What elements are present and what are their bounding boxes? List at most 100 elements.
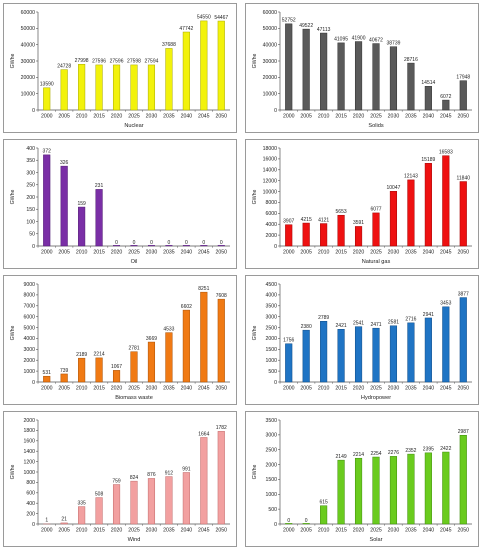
x-tick-label: 2030 [388, 114, 400, 120]
x-tick-label: 2020 [353, 386, 365, 392]
data-label: 824 [130, 475, 139, 481]
bar [95, 64, 103, 111]
data-label: 2716 [405, 317, 416, 323]
bar [43, 375, 51, 383]
chart-svg: 0 200 400 600 800 1000 1200 1400 1600 1800 2000 GWh… [10, 418, 230, 543]
x-tick-label: 2030 [146, 250, 158, 256]
y-tick-label: 18000 [263, 146, 278, 152]
y-tick-label: 10000 [263, 91, 278, 97]
bar [147, 341, 156, 383]
y-tick-label: 6000 [23, 314, 35, 320]
x-axis-title: Solar [369, 537, 382, 543]
data-label: 508 [95, 491, 104, 497]
bar [424, 86, 432, 111]
y-tick-label: 8000 [23, 293, 35, 299]
x-tick-label: 2000 [41, 528, 53, 534]
x-tick-label: 2025 [370, 528, 382, 534]
x-axis-title: Hydropower [361, 395, 391, 401]
y-tick-label: 0 [274, 244, 277, 250]
data-label: 2421 [336, 323, 347, 329]
data-label: 159 [77, 201, 86, 207]
x-tick-label: 2040 [181, 114, 193, 120]
bar [459, 297, 467, 383]
bar [78, 357, 86, 383]
data-label: 2471 [370, 322, 381, 328]
data-label: 37688 [162, 42, 176, 48]
bar [389, 456, 398, 525]
y-tick-label: 300 [26, 170, 35, 176]
data-label: 27594 [145, 59, 159, 65]
data-label: 531 [43, 370, 52, 376]
chart-svg: 0 500 1000 1500 2000 2500 3000 3500 4000 4500 GWhe… [252, 282, 472, 401]
data-label: 3877 [458, 291, 469, 297]
bar [285, 23, 293, 111]
y-tick-label: 0 [32, 522, 35, 528]
x-tick-label: 2050 [457, 250, 469, 256]
bar [43, 87, 51, 111]
data-label: 6077 [370, 207, 381, 213]
y-axis-title: GWhe [252, 190, 258, 205]
x-tick-label: 2050 [457, 114, 469, 120]
x-tick-label: 2020 [111, 386, 123, 392]
bar [217, 245, 225, 247]
data-label: 912 [165, 470, 174, 476]
x-tick-label: 2000 [283, 528, 295, 534]
x-tick-label: 2020 [111, 528, 123, 534]
y-tick-label: 8000 [265, 200, 277, 206]
x-tick-label: 2000 [41, 386, 53, 392]
bar [302, 28, 310, 111]
x-tick-label: 2030 [146, 114, 158, 120]
x-tick-label: 2010 [318, 250, 330, 256]
x-tick-label: 2025 [128, 114, 140, 120]
y-tick-label: 150 [26, 207, 35, 213]
bar [112, 64, 121, 111]
x-tick-label: 2035 [405, 528, 417, 534]
bar [354, 457, 363, 525]
chart-svg: 0 500 1000 1500 2000 2500 3000 3500 GWhe 0 2000 0 20… [252, 418, 472, 543]
y-tick-label: 14000 [263, 168, 278, 174]
data-label: 739 [60, 368, 69, 374]
x-tick-label: 2015 [93, 528, 105, 534]
bar [95, 189, 103, 247]
data-label: 0 [202, 240, 205, 246]
bar [389, 325, 398, 383]
data-label: 2987 [458, 429, 469, 435]
x-tick-label: 2020 [353, 528, 365, 534]
data-label: 41095 [334, 37, 348, 43]
y-tick-label: 100 [26, 219, 35, 225]
x-tick-label: 2000 [41, 114, 53, 120]
y-tick-label: 10000 [21, 91, 36, 97]
x-tick-label: 2030 [388, 386, 400, 392]
data-label: 615 [319, 500, 328, 506]
x-tick-label: 2020 [353, 114, 365, 120]
x-tick-label: 2025 [128, 528, 140, 534]
data-label: 3453 [440, 301, 451, 307]
y-tick-label: 2000 [23, 358, 35, 364]
y-tick-label: 40000 [263, 42, 278, 48]
bar [389, 191, 398, 247]
x-tick-label: 2030 [146, 528, 158, 534]
data-label: 14514 [421, 80, 435, 86]
y-tick-label: 30000 [263, 59, 278, 65]
data-label: 2395 [423, 447, 434, 453]
bar [302, 523, 310, 525]
bar [130, 64, 138, 111]
x-tick-label: 2000 [41, 250, 53, 256]
data-label: 4121 [318, 217, 329, 223]
bar [147, 245, 155, 247]
y-axis-title: GWhe [10, 465, 16, 480]
bar [182, 245, 190, 247]
y-tick-label: 4000 [23, 336, 35, 342]
bar [372, 327, 380, 383]
x-tick-label: 2040 [423, 114, 435, 120]
x-tick-label: 2040 [181, 250, 193, 256]
x-tick-label: 2030 [146, 386, 158, 392]
y-tick-label: 20000 [263, 75, 278, 81]
x-tick-label: 2050 [215, 250, 227, 256]
y-tick-label: 350 [26, 158, 35, 164]
data-label: 3907 [283, 219, 294, 225]
chart-panel-natural-gas: 0 2000 4000 6000 8000 10000 12000 14000 16000 180… [245, 139, 479, 269]
chart-svg: 0 1000 2000 3000 4000 5000 6000 7000 8000 9000 GWh… [10, 282, 230, 401]
data-label: 0 [115, 240, 118, 246]
x-tick-label: 2010 [318, 386, 330, 392]
